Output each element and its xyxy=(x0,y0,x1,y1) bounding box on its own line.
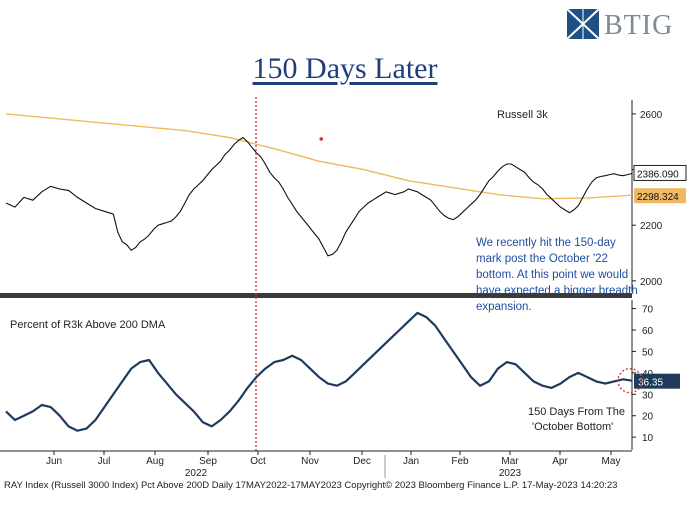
price-last-value: 2386.090 xyxy=(637,169,679,180)
x-axis-month-label: Feb xyxy=(451,456,469,467)
price-annotation-line: have expected a bigger breadth xyxy=(476,285,638,297)
x-axis-month-label: May xyxy=(602,456,621,467)
price-y-tick-label: 2000 xyxy=(640,277,663,288)
price-annotation: We recently hit the 150-day mark post the… xyxy=(476,237,638,313)
breadth-y-tick-label: 60 xyxy=(642,326,654,337)
logo-mark-icon xyxy=(566,8,600,40)
breadth-y-tick-label: 70 xyxy=(642,305,654,316)
x-axis-year-label: 2022 xyxy=(185,468,208,479)
price-annotation-line: mark post the October '22 xyxy=(476,253,608,265)
breadth-y-tick-label: 30 xyxy=(642,390,654,401)
x-axis-year-label: 2023 xyxy=(499,468,522,479)
ma-last-value-box xyxy=(634,188,686,204)
outlier-point xyxy=(319,137,324,141)
breadth-last-value: 36.35 xyxy=(638,378,663,389)
breadth-last-value-box xyxy=(634,373,680,389)
price-panel-title: Russell 3k xyxy=(497,109,548,121)
footer-source: RAY Index (Russell 3000 Index) Pct Above… xyxy=(4,480,617,491)
x-axis: Jun Jul Aug Sep Oct Nov Dec Jan Feb Mar Apr May 2022… xyxy=(0,450,632,479)
x-axis-month-label: Aug xyxy=(146,456,164,467)
x-axis-month-label: Jan xyxy=(403,456,419,467)
moving-average-line xyxy=(5,113,633,200)
breadth-panel-title: Percent of R3k Above 200 DMA xyxy=(10,319,166,331)
x-axis-month-label: Nov xyxy=(301,456,319,467)
breadth-annotation-line: 150 Days From The xyxy=(528,406,625,418)
price-y-tick-label: 2200 xyxy=(640,221,663,232)
x-axis-month-label: Apr xyxy=(552,456,568,467)
breadth-line xyxy=(5,311,633,432)
x-axis-month-label: Oct xyxy=(250,456,266,467)
breadth-annotation-line: 'October Bottom' xyxy=(532,421,613,433)
x-axis-month-label: Mar xyxy=(501,456,519,467)
breadth-y-tick-label: 10 xyxy=(642,433,654,444)
page-title: 150 Days Later xyxy=(252,52,438,85)
russell-3k-price-line xyxy=(5,136,633,257)
x-axis-month-label: Sep xyxy=(199,456,217,467)
highlight-circle xyxy=(617,367,643,394)
breadth-panel: 10203040506070Percent of R3k Above 200 D… xyxy=(5,300,680,450)
price-annotation-line: We recently hit the 150-day xyxy=(476,237,616,249)
x-axis-month-label: Jun xyxy=(46,456,62,467)
price-annotation-line: bottom. At this point we would xyxy=(476,269,628,281)
price-last-value-box xyxy=(633,164,687,181)
panel-divider xyxy=(0,293,632,298)
price-annotation-line: expansion. xyxy=(476,301,532,313)
breadth-annotation: 150 Days From The 'October Bottom' xyxy=(528,406,625,433)
x-axis-month-label: Jul xyxy=(98,456,111,467)
logo-text: BTIG xyxy=(604,10,674,41)
breadth-y-tick-label: 20 xyxy=(642,412,654,423)
btig-logo: BTIG xyxy=(566,8,688,42)
breadth-y-tick-label: 50 xyxy=(642,347,654,358)
x-axis-month-label: Dec xyxy=(353,456,371,467)
price-panel: 2000220024002600Russell 3k2386.0902298.3… xyxy=(0,97,687,452)
ma-last-value: 2298.324 xyxy=(637,192,679,203)
price-y-tick-label: 2600 xyxy=(640,110,663,121)
